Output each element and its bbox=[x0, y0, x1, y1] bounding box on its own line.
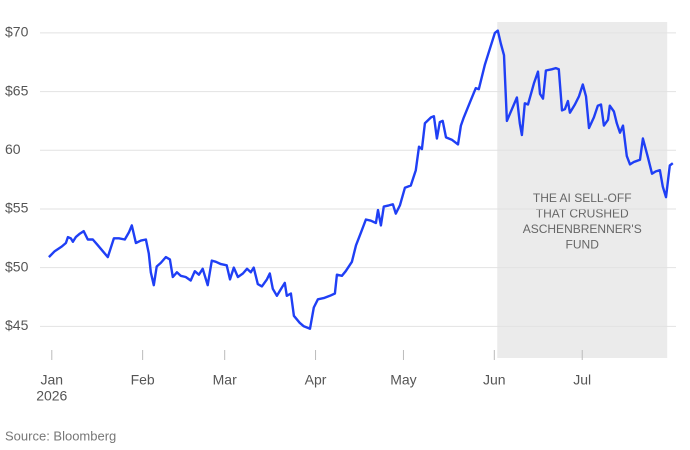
source-note: Source: Bloomberg bbox=[5, 428, 116, 443]
y-tick-label: $45 bbox=[5, 317, 29, 333]
y-tick-label: $50 bbox=[5, 258, 29, 274]
x-tick-label: Jul bbox=[573, 372, 591, 388]
x-tick-label: Jun bbox=[483, 372, 506, 388]
shaded-period bbox=[497, 22, 668, 358]
y-tick-label: $55 bbox=[5, 200, 29, 216]
x-year-label: 2026 bbox=[36, 388, 67, 404]
x-tick-label: Feb bbox=[131, 372, 155, 388]
annotation: FUND bbox=[566, 238, 600, 252]
x-tick-label: Mar bbox=[213, 372, 237, 388]
annotation: ASCHENBRENNER'S bbox=[523, 222, 642, 236]
y-tick-label: 60 bbox=[5, 141, 21, 157]
y-tick-label: $70 bbox=[5, 24, 29, 40]
y-tick-label: $65 bbox=[5, 82, 29, 98]
x-tick-label: Jan bbox=[41, 372, 64, 388]
annotation: THE AI SELL-OFF bbox=[533, 191, 632, 205]
annotation: THAT CRUSHED bbox=[536, 207, 629, 221]
x-tick-label: Apr bbox=[305, 372, 327, 388]
price-line bbox=[48, 29, 674, 330]
x-tick-label: May bbox=[390, 372, 416, 388]
